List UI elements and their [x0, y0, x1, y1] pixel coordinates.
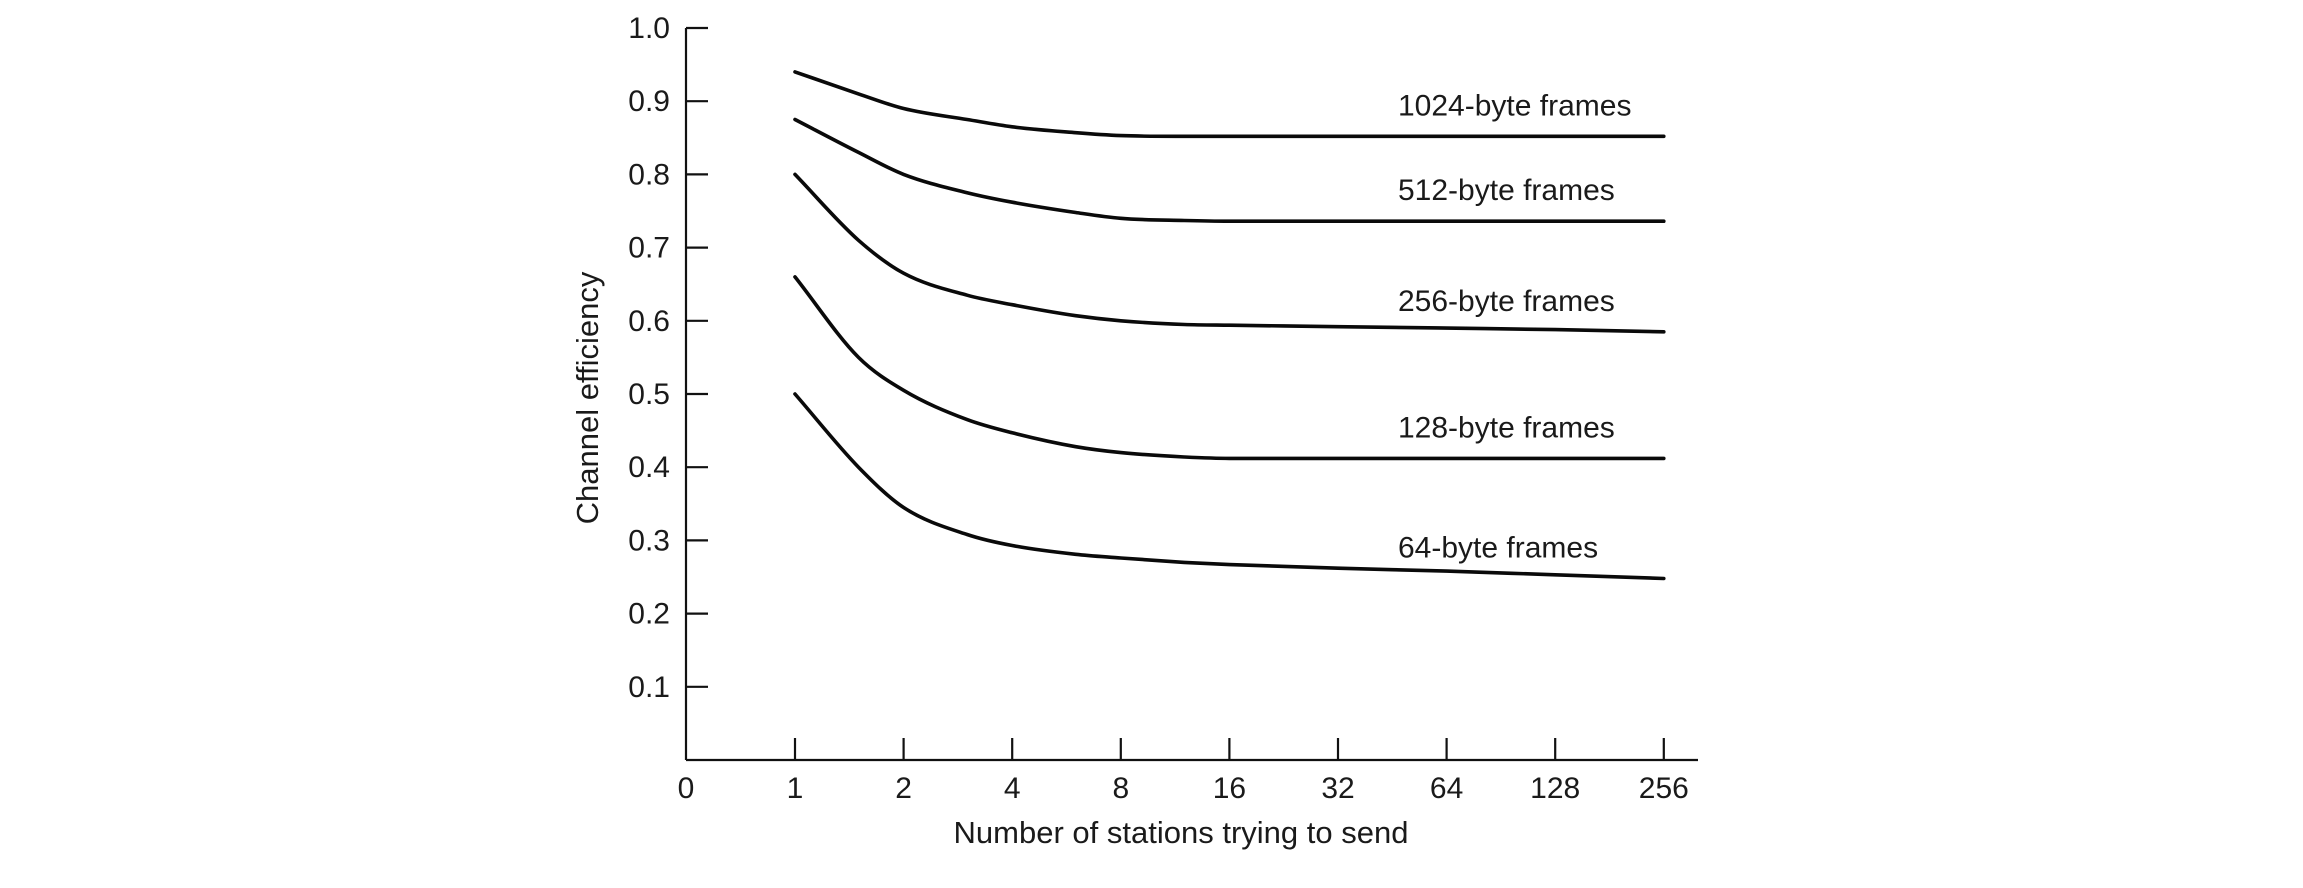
x-tick-label: 1: [787, 772, 804, 805]
y-tick-label: 0.4: [628, 451, 670, 484]
x-ticks: 0 1 2 4 8 16 32 64 128 256: [678, 738, 1689, 805]
series-label: 1024-byte frames: [1398, 89, 1631, 122]
series-label: 512-byte frames: [1398, 174, 1615, 207]
y-tick-label: 0.3: [628, 524, 670, 557]
y-tick-label: 0.7: [628, 232, 670, 265]
y-tick-label: 0.9: [628, 85, 670, 118]
y-tick-label: 0.2: [628, 598, 670, 631]
y-tick-label: 1.0: [628, 12, 670, 45]
y-tick-label: 0.8: [628, 158, 670, 191]
series-line: [793, 70, 1666, 139]
series-label: 64-byte frames: [1398, 531, 1598, 564]
y-tick-label: 0.1: [628, 671, 670, 704]
x-tick-label: 128: [1530, 772, 1580, 805]
x-tick-label: 4: [1004, 772, 1021, 805]
series-line: [793, 117, 1666, 223]
x-axis-title: Number of stations trying to send: [954, 815, 1409, 850]
series-lines: [793, 70, 1666, 581]
series-label: 128-byte frames: [1398, 411, 1615, 444]
series-line: [793, 392, 1666, 581]
y-ticks: 1.0 0.9 0.8 0.7 0.6 0.5 0.4 0.3 0.2 0.1: [628, 12, 708, 704]
x-tick-label: 256: [1639, 772, 1689, 805]
y-tick-label: 0.6: [628, 305, 670, 338]
series-label: 256-byte frames: [1398, 285, 1615, 318]
x-tick-label: 8: [1112, 772, 1129, 805]
x-tick-label: 0: [678, 772, 695, 805]
x-tick-label: 32: [1321, 772, 1354, 805]
x-tick-label: 64: [1430, 772, 1463, 805]
x-tick-label: 16: [1213, 772, 1246, 805]
y-tick-label: 0.5: [628, 378, 670, 411]
x-tick-label: 2: [895, 772, 912, 805]
series-line: [793, 172, 1666, 334]
series-line: [793, 275, 1666, 461]
series-labels: 1024-byte frames 512-byte frames 256-byte …: [1398, 89, 1631, 564]
y-axis-title: Channel efficiency: [570, 271, 605, 524]
